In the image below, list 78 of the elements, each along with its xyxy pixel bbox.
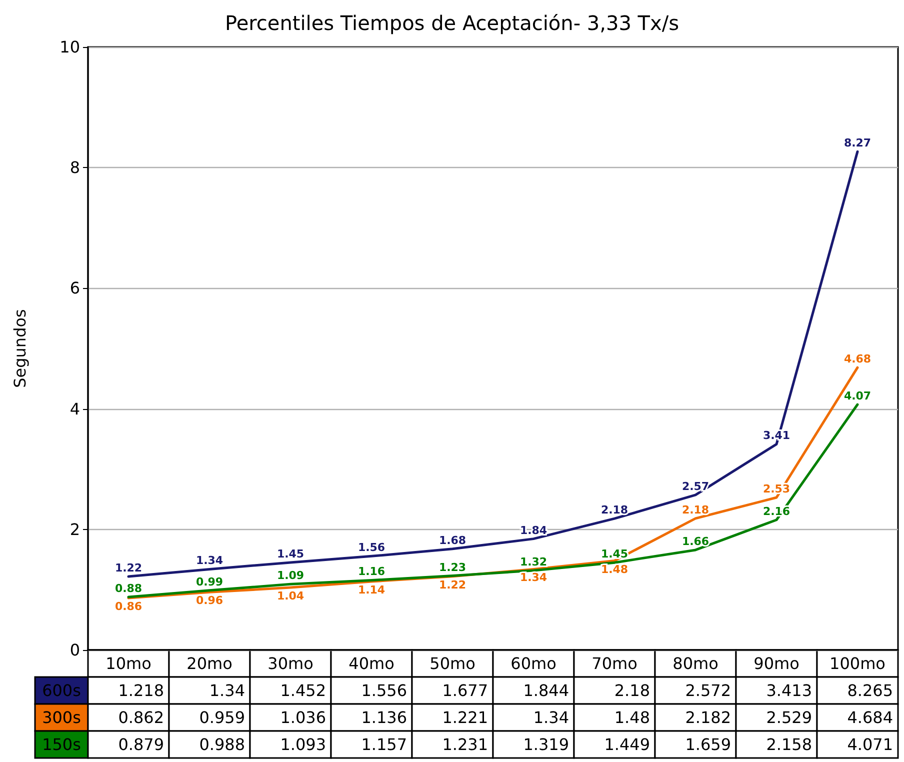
y-tick-label: 8 bbox=[70, 158, 80, 178]
data-label: 4.684 bbox=[847, 708, 893, 727]
annotation: 1.48 bbox=[600, 562, 628, 576]
annotation: 1.68 bbox=[438, 534, 466, 547]
annotation: 1.09 bbox=[276, 569, 304, 582]
data-label: 1.677 bbox=[442, 681, 488, 700]
annotation: 1.66 bbox=[682, 534, 710, 548]
data-label: 1.231 bbox=[442, 735, 488, 754]
data-label: 2.182 bbox=[685, 708, 731, 727]
data-label: 1.136 bbox=[361, 708, 407, 727]
annotation: 2.18 bbox=[682, 503, 710, 516]
annotation: 2.18 bbox=[600, 504, 628, 517]
x-tick-label: 60mo bbox=[510, 654, 556, 673]
annotation: 1.32 bbox=[520, 555, 548, 568]
annotation: 1.16 bbox=[358, 565, 386, 578]
annotation: 1.04 bbox=[276, 590, 304, 603]
data-label: 4.071 bbox=[847, 735, 893, 754]
y-tick-label: 6 bbox=[70, 278, 80, 298]
annotation: 1.22 bbox=[438, 578, 466, 592]
data-label: 1.34 bbox=[209, 681, 245, 700]
data-label: 1.221 bbox=[442, 708, 488, 727]
x-tick-label: 70mo bbox=[592, 654, 638, 673]
annotation: 1.14 bbox=[358, 584, 386, 596]
data-label: 0.879 bbox=[118, 735, 164, 754]
y-axis-title: Segundos bbox=[10, 309, 30, 388]
text: 600s bbox=[42, 681, 81, 700]
data-label: 1.556 bbox=[361, 681, 407, 700]
x-tick-label: 50mo bbox=[430, 654, 476, 673]
data-label: 1.218 bbox=[118, 681, 164, 700]
annotation: 2.57 bbox=[682, 480, 710, 493]
annotation: 1.34 bbox=[520, 571, 548, 584]
data-label: 1.844 bbox=[523, 681, 569, 700]
annotation: 1.84 bbox=[520, 524, 548, 537]
annotation: 4.68 bbox=[844, 352, 872, 366]
annotation: 0.88 bbox=[114, 582, 142, 595]
data-label: 1.48 bbox=[614, 708, 650, 727]
data-label: 1.093 bbox=[280, 735, 326, 754]
data-label: 8.265 bbox=[847, 681, 893, 700]
data-label: 2.529 bbox=[766, 708, 812, 727]
annotation: 1.45 bbox=[276, 547, 304, 560]
annotation: 8.27 bbox=[844, 136, 872, 150]
annotation: 1.22 bbox=[114, 562, 142, 575]
annotation: 0.99 bbox=[196, 575, 224, 588]
annotation: 0.86 bbox=[114, 600, 142, 614]
x-tick-label: 40mo bbox=[348, 654, 394, 673]
chart-title: Percentiles Tiempos de Aceptación- 3,33 Tx/s bbox=[224, 11, 680, 35]
data-label: 0.959 bbox=[199, 708, 245, 727]
data-label: 0.862 bbox=[118, 708, 164, 727]
annotation: 4.07 bbox=[844, 390, 872, 403]
annotation: 1.56 bbox=[358, 541, 386, 554]
data-label: 3.413 bbox=[766, 681, 812, 700]
y-tick-label: 2 bbox=[70, 520, 80, 539]
annotation: 0.96 bbox=[196, 594, 224, 608]
annotation: 1.45 bbox=[600, 548, 628, 561]
text: 300s bbox=[42, 708, 81, 727]
data-label: 2.158 bbox=[766, 735, 812, 754]
data-label: 1.036 bbox=[280, 708, 326, 727]
x-tick-label: 30mo bbox=[268, 654, 314, 673]
data-label: 2.572 bbox=[685, 681, 731, 700]
annotation: 1.34 bbox=[196, 554, 224, 568]
x-tick-label: 10mo bbox=[106, 654, 152, 673]
x-tick-label: 80mo bbox=[672, 654, 718, 673]
text: 150s bbox=[42, 735, 81, 754]
y-tick-label: 0 bbox=[70, 640, 80, 660]
annotation: 1.23 bbox=[438, 560, 466, 574]
data-label: 1.319 bbox=[523, 735, 569, 754]
data-label: 1.449 bbox=[604, 735, 650, 754]
data-label: 1.452 bbox=[280, 681, 326, 700]
x-tick-label: 100mo bbox=[830, 654, 886, 673]
data-label: 1.157 bbox=[361, 735, 407, 754]
y-tick-label: 4 bbox=[70, 399, 80, 418]
x-tick-label: 20mo bbox=[186, 654, 232, 673]
data-label: 1.34 bbox=[533, 708, 569, 727]
y-tick-label: 10 bbox=[60, 38, 80, 56]
x-tick-label: 90mo bbox=[754, 654, 800, 673]
data-label: 2.18 bbox=[614, 681, 650, 700]
data-label: 1.659 bbox=[685, 735, 731, 754]
data-label: 0.988 bbox=[199, 735, 245, 754]
